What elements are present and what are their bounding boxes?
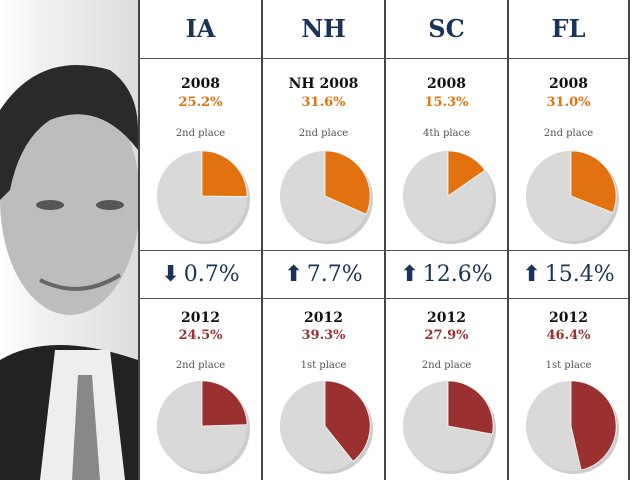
pie-2012	[402, 380, 496, 474]
candidate-photo	[0, 0, 138, 480]
state-column-fl: FL 2008 31.0% 2nd place ⬆ 15.4% 2012 46.4…	[507, 0, 630, 480]
change-text: 7.7%	[306, 262, 363, 287]
state-heading: SC	[428, 14, 465, 43]
pct-2012: 39.3%	[301, 328, 346, 343]
change-text: 0.7%	[183, 262, 240, 287]
state-heading: NH	[301, 14, 346, 43]
pct-2008: 15.3%	[424, 95, 469, 110]
state-column-ia: IA 2008 25.2% 2nd place ⬇ 0.7% 2012 24.5%…	[138, 0, 261, 480]
pie-romney-slice	[570, 150, 617, 214]
pie-romney-slice	[201, 150, 248, 197]
state-column-sc: SC 2008 15.3% 4th place ⬆ 12.6% 2012 27.9…	[384, 0, 507, 480]
pie-2012	[156, 380, 250, 474]
pie-2008	[402, 150, 496, 244]
year-2012-label: 2012	[304, 310, 343, 326]
arrow-up-icon: ⬆	[400, 262, 419, 287]
place-2012: 2nd place	[175, 360, 226, 371]
year-2008-label: 2008	[427, 76, 466, 92]
pct-2008: 31.0%	[546, 95, 591, 110]
place-2012: 1st place	[300, 360, 347, 371]
arrow-up-icon: ⬆	[522, 262, 541, 287]
change-value: ⬇ 0.7%	[140, 262, 261, 287]
state-heading: IA	[185, 14, 216, 43]
state-heading: FL	[551, 14, 586, 43]
place-2008: 2nd place	[298, 128, 349, 139]
year-2012-label: 2012	[427, 310, 466, 326]
pct-2012: 46.4%	[546, 328, 591, 343]
candidate-portrait	[0, 65, 138, 480]
year-2008-label: NH 2008	[288, 76, 359, 92]
place-2008: 2nd place	[175, 128, 226, 139]
pie-romney-slice	[324, 150, 371, 215]
pie-2008	[525, 150, 619, 244]
state-column-nh: NH NH 2008 31.6% 2nd place ⬆ 7.7% 2012 39…	[261, 0, 384, 480]
pie-2012	[279, 380, 373, 474]
change-value: ⬆ 7.7%	[263, 262, 384, 287]
place-2012: 2nd place	[421, 360, 472, 371]
divider	[138, 58, 630, 59]
change-value: ⬆ 12.6%	[386, 262, 507, 287]
pct-2012: 24.5%	[178, 328, 223, 343]
divider	[138, 250, 630, 251]
pie-romney-slice	[324, 380, 371, 462]
divider	[138, 298, 630, 299]
pie-romney-slice	[447, 150, 486, 197]
pct-2012: 27.9%	[424, 328, 469, 343]
year-2008-label: 2008	[181, 76, 220, 92]
change-text: 15.4%	[544, 262, 615, 287]
place-2012: 1st place	[545, 360, 592, 371]
pct-2008: 31.6%	[301, 95, 346, 110]
pie-romney-slice	[570, 380, 617, 471]
pie-romney-slice	[201, 380, 248, 427]
place-2008: 2nd place	[543, 128, 594, 139]
state-comparison-grid: IA 2008 25.2% 2nd place ⬇ 0.7% 2012 24.5%…	[138, 0, 630, 480]
pie-2012	[525, 380, 619, 474]
year-2012-label: 2012	[181, 310, 220, 326]
pie-2008	[279, 150, 373, 244]
pie-romney-slice	[447, 380, 494, 435]
change-value: ⬆ 15.4%	[509, 262, 628, 287]
pct-2008: 25.2%	[178, 95, 223, 110]
pie-2008	[156, 150, 250, 244]
arrow-up-icon: ⬆	[284, 262, 303, 287]
arrow-down-icon: ⬇	[161, 262, 180, 287]
place-2008: 4th place	[422, 128, 471, 139]
year-2008-label: 2008	[549, 76, 588, 92]
change-text: 12.6%	[422, 262, 493, 287]
year-2012-label: 2012	[549, 310, 588, 326]
